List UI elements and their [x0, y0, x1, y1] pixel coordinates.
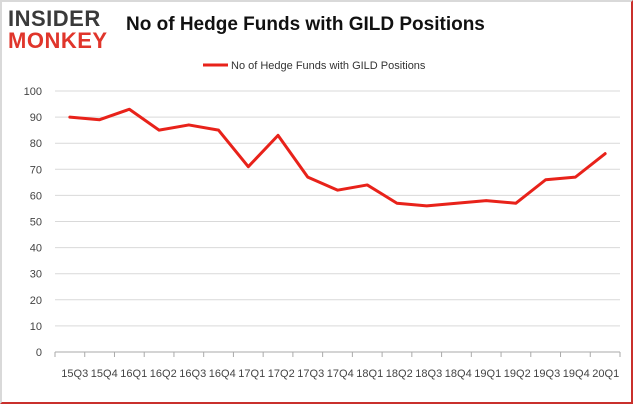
- y-tick-label: 20: [30, 295, 42, 307]
- x-tick-label: 18Q4: [445, 368, 472, 380]
- x-tick-label: 17Q4: [327, 368, 354, 380]
- data-point: [574, 175, 577, 179]
- y-tick-label: 60: [30, 190, 42, 202]
- x-tick-label: 19Q1: [474, 368, 501, 380]
- y-tick-label: 50: [30, 217, 42, 229]
- x-tick-label: 15Q3: [61, 368, 88, 380]
- data-point: [157, 128, 161, 132]
- data-point: [276, 134, 280, 137]
- data-point: [128, 108, 131, 111]
- x-tick-label: 15Q4: [91, 368, 118, 380]
- gridlines: [55, 90, 620, 327]
- x-tick-label: 18Q2: [386, 368, 413, 380]
- x-tick-label: 17Q3: [297, 368, 324, 380]
- data-point: [366, 183, 369, 187]
- y-tick-label: 30: [30, 269, 42, 281]
- x-tick-label: 16Q1: [120, 368, 147, 380]
- data-point: [98, 118, 101, 121]
- x-tick-label: 16Q4: [209, 368, 236, 380]
- data-point: [455, 202, 458, 205]
- axes: [54, 351, 621, 357]
- x-axis-ticks: 15Q3 15Q4 16Q1 16Q2 16Q3 16Q4 17Q1 17Q2 17Q3 17Q4…: [61, 368, 619, 380]
- data-point: [68, 115, 72, 119]
- x-tick-label: 16Q3: [179, 368, 206, 380]
- x-tick-label: 18Q1: [356, 368, 383, 380]
- logo-line-1: INSIDER: [8, 6, 101, 31]
- chart-title: No of Hedge Funds with GILD Positions: [126, 14, 485, 35]
- x-tick-label: 16Q2: [150, 368, 177, 380]
- data-point: [247, 165, 250, 168]
- logo-line-2: MONKEY: [8, 28, 108, 53]
- x-tick-label: 17Q2: [268, 368, 295, 380]
- x-tick-label: 17Q1: [238, 368, 265, 380]
- data-point: [306, 175, 309, 179]
- x-tick-label: 19Q3: [533, 368, 560, 380]
- data-point: [217, 128, 220, 132]
- y-tick-label: 10: [30, 321, 42, 333]
- data-point: [514, 202, 518, 205]
- legend: No of Hedge Funds with GILD Positions: [203, 60, 426, 72]
- data-point: [484, 199, 488, 202]
- x-tick-label: 19Q2: [504, 368, 531, 380]
- series-group: [68, 107, 607, 208]
- y-axis-ticks: 0 10 20 30 40 50 60 70 80 90 100: [24, 86, 42, 359]
- legend-label: No of Hedge Funds with GILD Positions: [231, 60, 426, 72]
- data-point: [187, 123, 191, 127]
- data-point: [544, 178, 547, 181]
- y-tick-label: 80: [30, 138, 42, 150]
- x-tick-label: 18Q3: [415, 368, 442, 380]
- data-point: [603, 152, 607, 155]
- insider-monkey-logo: INSIDER MONKEY: [8, 8, 116, 54]
- data-point: [425, 204, 428, 208]
- x-tick-label: 19Q4: [563, 368, 590, 380]
- x-tick-label: 20Q1: [592, 368, 619, 380]
- y-tick-label: 90: [30, 112, 42, 124]
- data-point: [336, 188, 339, 192]
- y-tick-label: 70: [30, 164, 42, 176]
- y-tick-label: 100: [24, 86, 42, 98]
- data-point: [395, 202, 399, 205]
- y-tick-label: 40: [30, 243, 42, 255]
- y-tick-label: 0: [36, 347, 42, 359]
